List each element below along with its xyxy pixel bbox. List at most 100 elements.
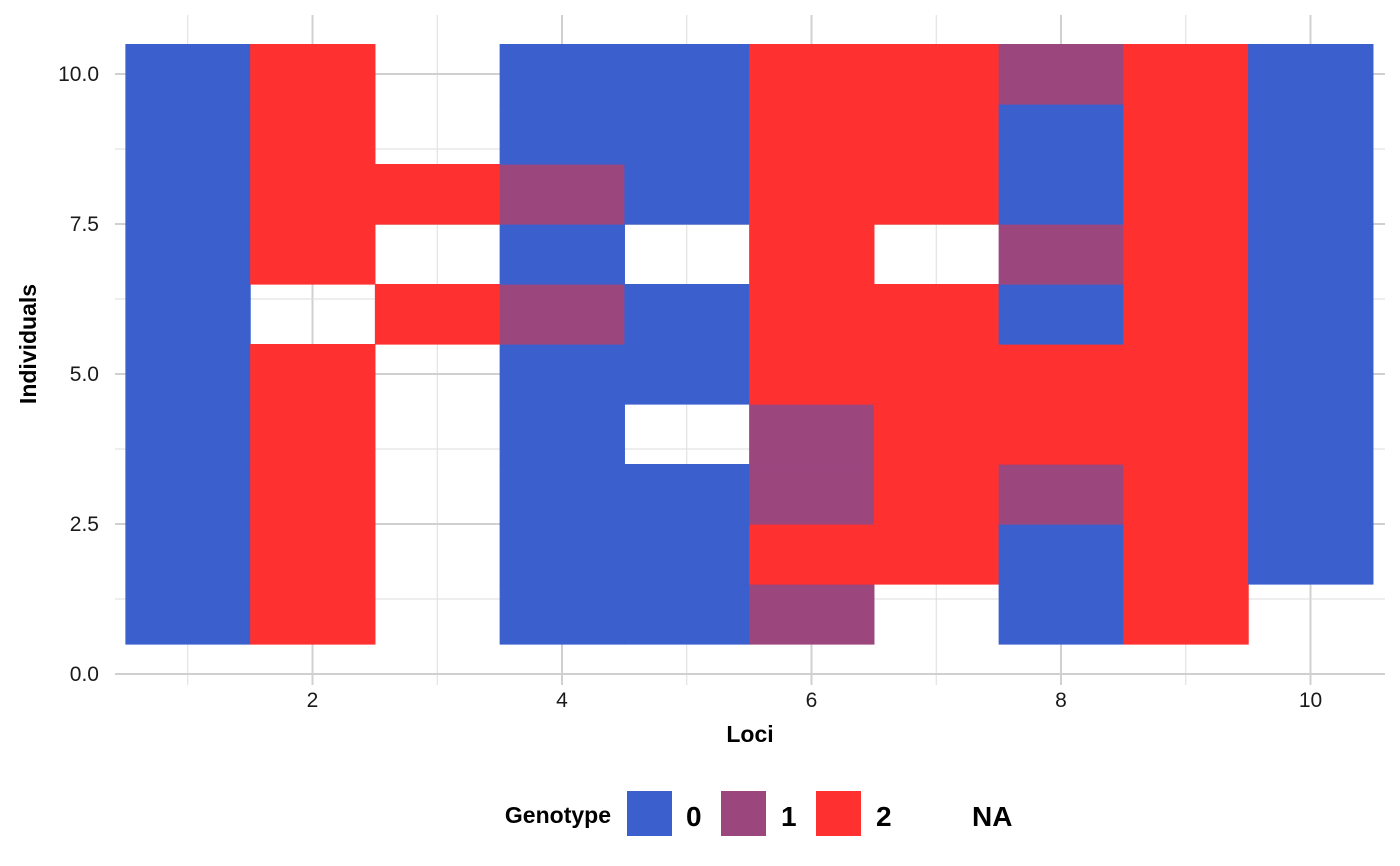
heatmap-cell-locus-9-ind-8 <box>1123 164 1249 225</box>
heatmap-cell-locus-4-ind-3 <box>499 464 625 525</box>
heatmap-cell-locus-8-ind-1 <box>998 584 1124 645</box>
heatmap-cell-locus-1-ind-4 <box>125 404 251 465</box>
heatmap-cell-locus-6-ind-3 <box>749 464 875 525</box>
legend-label-2: 2 <box>876 801 892 832</box>
heatmap-cell-locus-2-ind-10 <box>250 44 376 105</box>
heatmap-cell-locus-5-ind-2 <box>624 524 750 585</box>
heatmap-cell-locus-9-ind-5 <box>1123 344 1249 405</box>
heatmap-cell-locus-1-ind-10 <box>125 44 251 105</box>
heatmap-cell-locus-8-ind-10 <box>998 44 1124 105</box>
heatmap-cell-locus-1-ind-8 <box>125 164 251 225</box>
heatmap-cell-locus-6-ind-9 <box>749 104 875 165</box>
heatmap-cell-locus-4-ind-2 <box>499 524 625 585</box>
heatmap-cell-locus-10-ind-9 <box>1248 104 1374 165</box>
heatmap-cell-locus-7-ind-2 <box>873 524 1000 585</box>
heatmap-cell-locus-8-ind-8 <box>998 164 1124 225</box>
heatmap-cell-locus-9-ind-7 <box>1123 224 1249 285</box>
heatmap-cell-locus-6-ind-4 <box>749 404 875 465</box>
heatmap-cell-locus-10-ind-8 <box>1248 164 1374 225</box>
y-tick-label: 7.5 <box>70 213 99 236</box>
heatmap-cell-locus-6-ind-1 <box>749 584 875 645</box>
heatmap-cell-locus-6-ind-6 <box>749 284 875 345</box>
heatmap-cell-locus-9-ind-2 <box>1123 524 1249 585</box>
legend-key-1 <box>721 791 766 836</box>
heatmap-cell-locus-9-ind-4 <box>1123 404 1249 465</box>
heatmap-cell-locus-10-ind-4 <box>1248 404 1374 465</box>
heatmap-cell-locus-4-ind-5 <box>499 344 625 405</box>
heatmap-cell-locus-4-ind-4 <box>499 404 625 465</box>
heatmap-cell-locus-5-ind-10 <box>624 44 750 105</box>
heatmap-cell-locus-10-ind-2 <box>1248 524 1374 585</box>
heatmap-cell-locus-4-ind-8 <box>499 164 625 225</box>
y-axis-title: Individuals <box>15 284 41 404</box>
heatmap-cell-locus-9-ind-3 <box>1123 464 1249 525</box>
heatmap-cell-locus-6-ind-10 <box>749 44 875 105</box>
heatmap-cell-locus-8-ind-9 <box>998 104 1124 165</box>
heatmap-cell-locus-8-ind-4 <box>998 404 1124 465</box>
heatmap-cell-locus-8-ind-6 <box>998 284 1124 345</box>
heatmap-cell-locus-7-ind-5 <box>873 344 1000 405</box>
heatmap-cell-locus-7-ind-3 <box>873 464 1000 525</box>
heatmap-cell-locus-1-ind-5 <box>125 344 251 405</box>
heatmap-cell-locus-6-ind-5 <box>749 344 875 405</box>
legend-label-0: 0 <box>686 801 702 832</box>
y-tick-label: 10.0 <box>58 63 99 86</box>
heatmap-cell-locus-9-ind-10 <box>1123 44 1249 105</box>
heatmap-cell-locus-7-ind-9 <box>873 104 1000 165</box>
x-tick-label: 10 <box>1299 689 1322 712</box>
heatmap-cell-locus-2-ind-4 <box>250 404 376 465</box>
heatmap-cell-locus-1-ind-7 <box>125 224 251 285</box>
heatmap-cell-locus-1-ind-9 <box>125 104 251 165</box>
heatmap-cell-locus-9-ind-9 <box>1123 104 1249 165</box>
heatmap-cell-locus-7-ind-10 <box>873 44 1000 105</box>
x-tick-label: 8 <box>1055 689 1067 712</box>
legend-key-2 <box>816 791 861 836</box>
heatmap-cells <box>125 44 1374 645</box>
heatmap-cell-locus-7-ind-8 <box>873 164 1000 225</box>
heatmap-cell-locus-4-ind-6 <box>499 284 625 345</box>
heatmap-cell-locus-2-ind-3 <box>250 464 376 525</box>
heatmap-cell-locus-3-ind-8 <box>374 164 501 225</box>
heatmap-cell-locus-9-ind-6 <box>1123 284 1249 345</box>
heatmap-cell-locus-5-ind-3 <box>624 464 750 525</box>
heatmap-cell-locus-5-ind-9 <box>624 104 750 165</box>
heatmap-cell-locus-4-ind-7 <box>499 224 625 285</box>
heatmap-cell-locus-10-ind-3 <box>1248 464 1374 525</box>
heatmap-cell-locus-2-ind-2 <box>250 524 376 585</box>
x-tick-label: 4 <box>556 689 568 712</box>
heatmap-cell-locus-8-ind-7 <box>998 224 1124 285</box>
x-axis-ticks: 2 4 6 8 10 <box>307 689 1323 712</box>
heatmap-cell-locus-4-ind-9 <box>499 104 625 165</box>
heatmap-cell-locus-6-ind-7 <box>749 224 875 285</box>
heatmap-cell-locus-8-ind-3 <box>998 464 1124 525</box>
y-tick-label: 5.0 <box>70 363 99 386</box>
heatmap-cell-locus-10-ind-7 <box>1248 224 1374 285</box>
heatmap-cell-locus-1-ind-6 <box>125 284 251 345</box>
heatmap-cell-locus-4-ind-10 <box>499 44 625 105</box>
heatmap-cell-locus-5-ind-8 <box>624 164 750 225</box>
legend-label-1: 1 <box>781 801 797 832</box>
heatmap-cell-locus-4-ind-1 <box>499 584 625 645</box>
heatmap-cell-locus-8-ind-2 <box>998 524 1124 585</box>
heatmap-cell-locus-1-ind-3 <box>125 464 251 525</box>
heatmap-cell-locus-2-ind-7 <box>250 224 376 285</box>
x-tick-label: 2 <box>307 689 319 712</box>
legend-title: Genotype <box>505 802 611 828</box>
y-axis-ticks: 0.0 2.5 5.0 7.5 10.0 <box>58 63 99 686</box>
y-tick-label: 2.5 <box>70 513 99 536</box>
heatmap-cell-locus-1-ind-1 <box>125 584 251 645</box>
x-axis-title: Loci <box>726 721 773 747</box>
heatmap-cell-locus-10-ind-6 <box>1248 284 1374 345</box>
heatmap-cell-locus-7-ind-4 <box>873 404 1000 465</box>
heatmap-cell-locus-10-ind-5 <box>1248 344 1374 405</box>
heatmap-cell-locus-8-ind-5 <box>998 344 1124 405</box>
y-tick-label: 0.0 <box>70 663 99 686</box>
heatmap-cell-locus-5-ind-6 <box>624 284 750 345</box>
heatmap-cell-locus-6-ind-8 <box>749 164 875 225</box>
heatmap-cell-locus-9-ind-1 <box>1123 584 1249 645</box>
legend-label-na: NA <box>972 801 1012 832</box>
heatmap-cell-locus-5-ind-1 <box>624 584 750 645</box>
heatmap-cell-locus-2-ind-5 <box>250 344 376 405</box>
legend-key-0 <box>627 791 672 836</box>
